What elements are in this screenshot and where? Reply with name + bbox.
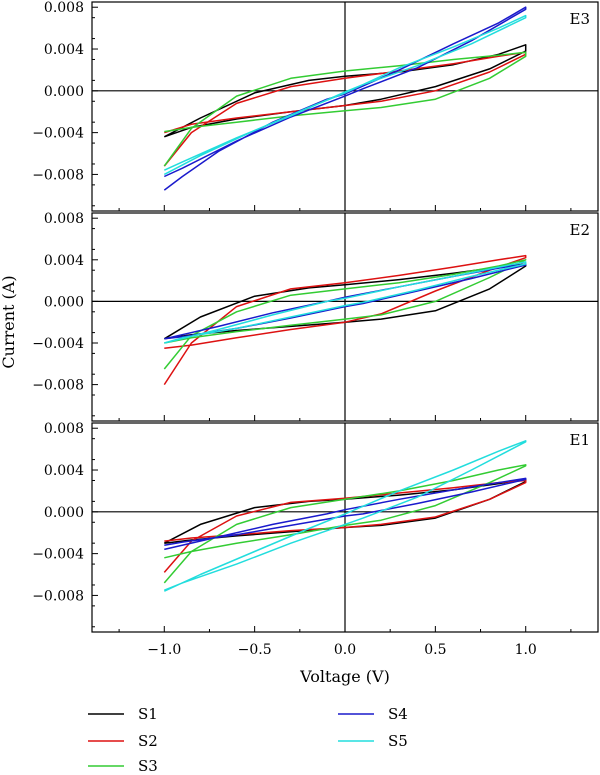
y-tick-label: 0.000 xyxy=(44,84,84,100)
x-axis-title: Voltage (V) xyxy=(299,667,390,686)
series-s5-curve xyxy=(163,440,527,592)
y-tick-label: −0.004 xyxy=(32,126,84,142)
y-tick-label: 0.004 xyxy=(44,42,84,58)
series-s5-curve xyxy=(164,261,527,344)
legend-entry-s4: S4 xyxy=(338,705,408,723)
series-s3-curve xyxy=(163,464,527,584)
legend: S1 S2 S3 S4 S5 xyxy=(88,705,408,775)
y-tick-label: −0.004 xyxy=(32,336,84,352)
y-tick-label: 0.004 xyxy=(44,463,84,479)
legend-entry-s5: S5 xyxy=(338,732,408,750)
x-tick-label: −1.0 xyxy=(147,642,181,658)
y-tick-label: 0.008 xyxy=(44,211,84,227)
legend-label: S4 xyxy=(388,705,408,723)
panel-e1: −0.008 −0.004 0.000 0.004 0.008 E1 −1.0 −0.5 0.0… xyxy=(32,421,599,658)
legend-entry-s3: S3 xyxy=(88,757,158,775)
panel-label: E1 xyxy=(570,431,591,449)
series-s5-curve xyxy=(163,14,527,176)
y-tick-label: 0.000 xyxy=(44,505,84,521)
panel-label: E3 xyxy=(570,10,591,28)
y-tick-label: −0.008 xyxy=(32,167,84,183)
y-tick-label: 0.000 xyxy=(44,294,84,310)
y-axis-title: Current (A) xyxy=(0,275,18,368)
y-tick-label: 0.008 xyxy=(44,421,84,437)
panel-e3: −0.008 −0.004 0.000 0.004 0.008 E3 xyxy=(32,0,599,212)
legend-entry-s1: S1 xyxy=(88,705,158,723)
series-s3-curve xyxy=(163,259,527,370)
legend-label: S1 xyxy=(138,705,158,723)
legend-label: S2 xyxy=(138,732,158,750)
panel-e2: −0.008 −0.004 0.000 0.004 0.008 E2 xyxy=(32,211,599,422)
y-tick-label: −0.008 xyxy=(32,378,84,394)
x-tick-label: −0.5 xyxy=(238,642,272,658)
series-s3-curve xyxy=(163,51,527,167)
y-tick-label: −0.004 xyxy=(32,547,84,563)
series-s4-curve xyxy=(164,477,527,551)
x-tick-label: 0.0 xyxy=(334,642,356,658)
series-s2-curve xyxy=(163,254,527,386)
x-tick-label: 0.5 xyxy=(424,642,446,658)
legend-label: S5 xyxy=(388,732,408,750)
legend-label: S3 xyxy=(138,757,158,775)
panel-label: E2 xyxy=(570,221,591,239)
y-tick-label: 0.008 xyxy=(44,0,84,16)
y-tick-label: 0.004 xyxy=(44,253,84,269)
y-tick-label: −0.008 xyxy=(32,588,84,604)
panels: −0.008−0.0040.0000.0040.008E3−0.008−0.00… xyxy=(32,0,599,658)
legend-entry-s2: S2 xyxy=(88,732,158,750)
x-tick-label: 1.0 xyxy=(515,642,537,658)
series-s2-curve xyxy=(163,479,527,573)
